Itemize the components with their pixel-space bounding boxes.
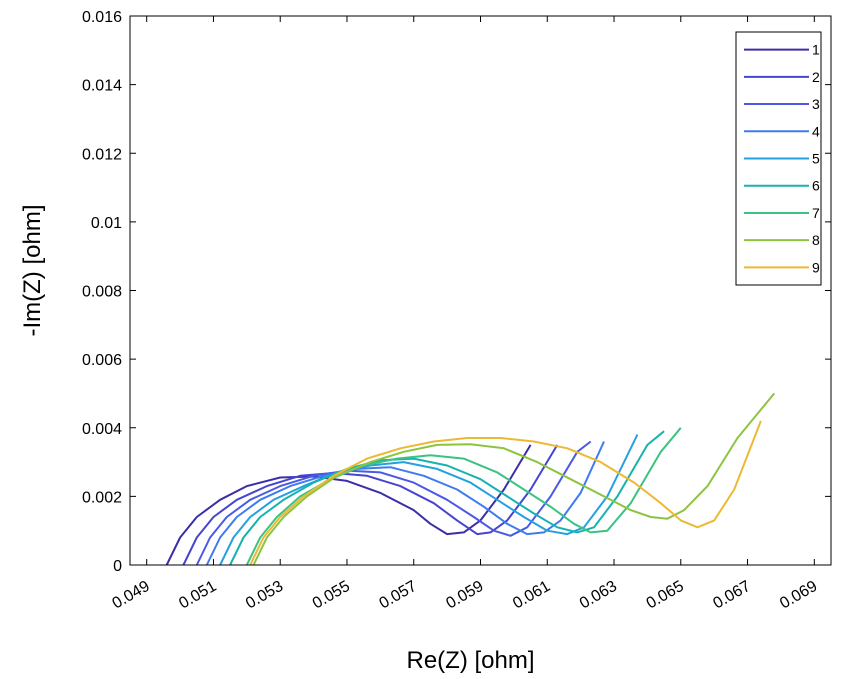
legend-label: 3 [812, 96, 820, 112]
series-line-6 [229, 430, 665, 566]
x-axis-title: Re(Z) [ohm] [406, 647, 534, 674]
plot-series [165, 392, 776, 566]
legend-label: 5 [812, 151, 820, 167]
legend-label: 9 [812, 259, 820, 275]
y-tick-label: 0 [113, 558, 122, 575]
y-tick-label: 0.016 [82, 9, 122, 26]
series-line-1 [165, 444, 532, 566]
x-tick-label: 0.067 [710, 578, 753, 613]
y-tick-label: 0.006 [82, 352, 122, 369]
y-tick-label: 0.01 [91, 215, 122, 232]
legend-label: 2 [812, 69, 820, 85]
legend: 1 2 3 4 5 6 7 8 9 [735, 31, 822, 286]
y-tick-label: 0.014 [82, 78, 122, 95]
legend-label: 6 [812, 178, 820, 194]
x-tick-label: 0.065 [644, 578, 687, 613]
series-line-3 [195, 440, 592, 566]
series-line-4 [205, 441, 605, 566]
x-tick-label: 0.053 [243, 578, 286, 613]
y-tick-label: 0.008 [82, 284, 122, 301]
x-axis: 0.049 0.051 0.053 0.055 0.057 0.059 0.061 0.063… [110, 16, 820, 613]
legend-label: 8 [812, 232, 820, 248]
x-tick-label: 0.055 [310, 578, 353, 613]
y-tick-label: 0.002 [82, 489, 122, 506]
series-line-2 [182, 444, 559, 566]
plot-frame [129, 15, 832, 566]
series-line-7 [245, 427, 682, 566]
y-tick-label: 0.012 [82, 146, 122, 163]
x-tick-label: 0.051 [176, 578, 219, 613]
legend-label: 7 [812, 205, 820, 221]
x-tick-label: 0.069 [777, 578, 820, 613]
legend-label: 1 [812, 42, 820, 58]
series-line-8 [252, 392, 776, 566]
y-axis-title: -Im(Z) [ohm] [19, 205, 46, 337]
x-tick-label: 0.061 [510, 578, 553, 613]
series-line-9 [249, 420, 762, 566]
y-tick-label: 0.004 [82, 421, 122, 438]
legend-label: 4 [812, 123, 820, 139]
x-tick-label: 0.049 [110, 578, 153, 613]
x-tick-label: 0.057 [377, 578, 420, 613]
x-tick-label: 0.059 [443, 578, 486, 613]
y-axis: 0 0.002 0.004 0.006 0.008 0.01 0.012 0.014 0.016 [82, 9, 831, 575]
x-tick-label: 0.063 [577, 578, 620, 613]
